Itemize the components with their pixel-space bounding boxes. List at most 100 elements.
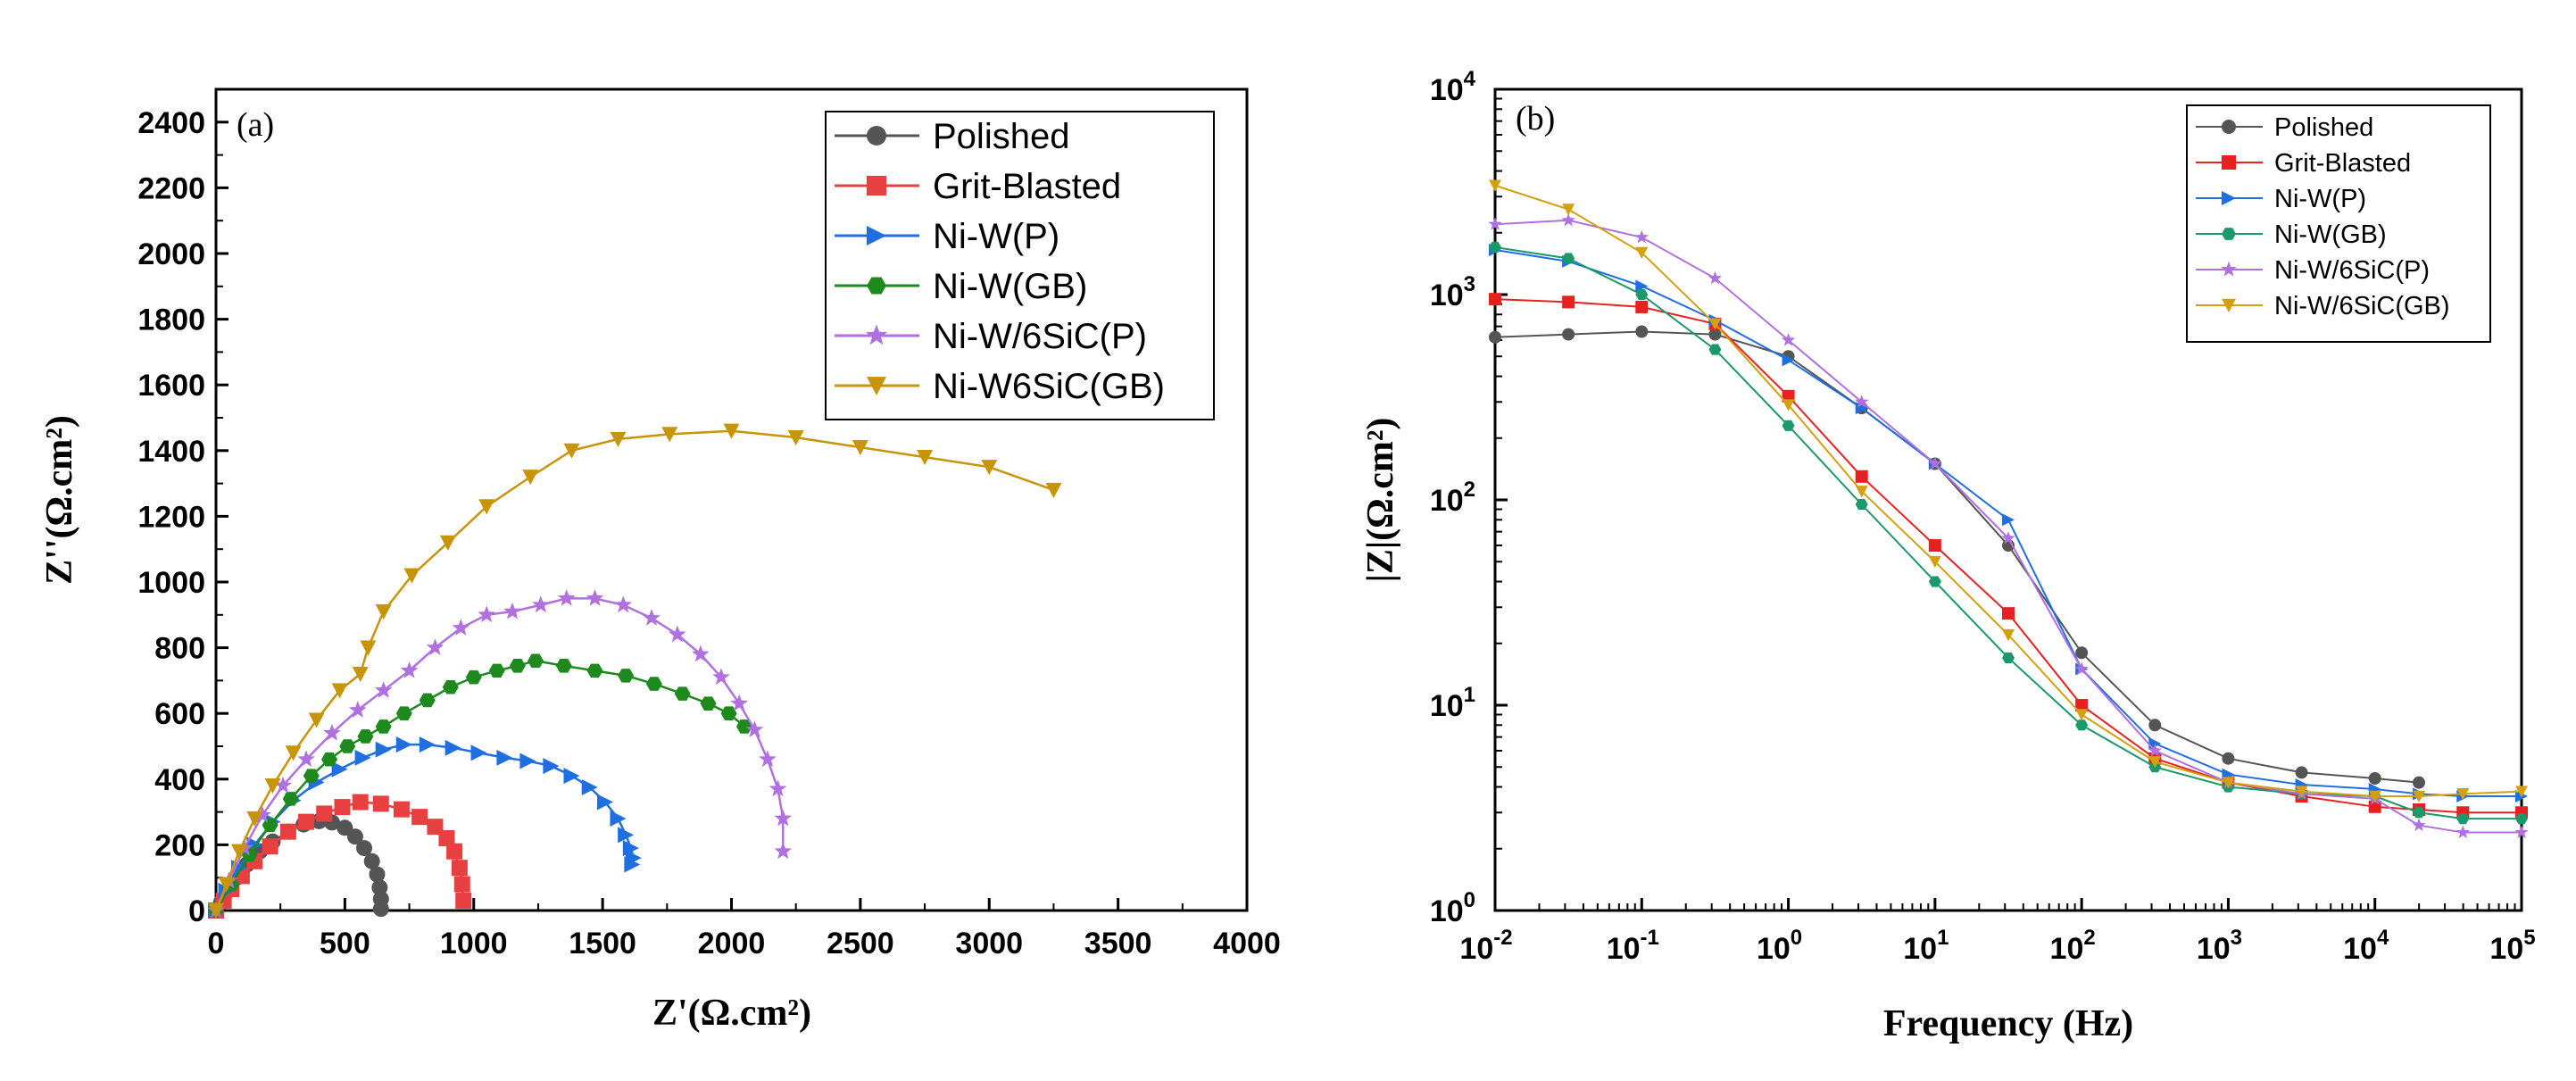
legend-marker: [867, 126, 886, 146]
data-point: [348, 701, 367, 718]
data-point: [917, 450, 934, 466]
y-tick-label: 600: [154, 697, 205, 731]
data-point: [774, 809, 793, 827]
series-line: [1494, 246, 2522, 820]
data-point: [1562, 295, 1575, 309]
legend-label: Grit-Blasted: [933, 167, 1121, 206]
bode-y-axis-label: |Z|(Ω.cm²): [1360, 418, 1401, 583]
x-tick-label: 0: [208, 927, 225, 960]
data-point: [321, 752, 338, 767]
legend-marker: [865, 324, 888, 345]
data-point: [356, 840, 373, 857]
data-point: [759, 750, 777, 768]
legend-entry: Ni-W(GB): [835, 267, 1087, 306]
data-point: [586, 663, 603, 678]
data-point: [614, 595, 633, 613]
legend-entry: Ni-W/6SiC(P): [2196, 256, 2430, 285]
data-point: [597, 794, 614, 811]
series-line: [1494, 219, 2522, 834]
nyquist-legend-box: [825, 111, 1215, 420]
x-tick-label: 2500: [827, 927, 894, 960]
data-point: [735, 719, 752, 734]
data-point: [787, 429, 804, 446]
data-point: [357, 729, 374, 744]
data-point: [395, 706, 412, 720]
data-point: [1782, 353, 1795, 367]
nyquist-legend: Polished Grit-Blasted Ni-W(P) Ni-W(GB) Ni-W/…: [825, 111, 1215, 420]
legend-marker: [2221, 261, 2237, 277]
data-point: [503, 602, 521, 619]
data-point: [375, 719, 392, 734]
series-line: [214, 429, 1054, 911]
nyquist-x-axis-label: Z'(Ω.cm²): [652, 993, 811, 1034]
data-point: [2075, 719, 2089, 731]
data-point: [282, 792, 299, 806]
data-point: [298, 813, 315, 830]
nyquist-y-ticks: 0 200 400 600 800 1000 1200 1400 1600 1800 2000 220…: [137, 106, 229, 928]
bode-y-ticks: 100 101 102 103 104: [1430, 67, 1508, 928]
bode-x-axis-label: Frequency (Hz): [1883, 1003, 2133, 1044]
legend-marker: [867, 377, 886, 395]
x-tick-label: 1000: [440, 927, 508, 960]
data-point: [303, 769, 320, 783]
data-point: [2456, 788, 2470, 801]
data-point: [488, 663, 505, 678]
data-point: [2456, 813, 2470, 825]
data-point: [720, 706, 737, 720]
data-point: [331, 683, 348, 699]
data-point: [1562, 253, 1575, 264]
data-point: [2074, 661, 2089, 676]
x-tick-label: 103: [2197, 926, 2242, 966]
data-point: [563, 768, 580, 785]
y-tick-label: 103: [1430, 272, 1475, 312]
data-point: [400, 661, 419, 678]
data-point: [262, 818, 278, 833]
data-point: [2413, 790, 2425, 803]
y-tick-label: 104: [1430, 67, 1476, 107]
bode-legend: Polished Grit-Blasted Ni-W(P) Ni-W(GB) Ni-W/…: [2186, 104, 2491, 343]
data-point: [262, 838, 278, 855]
data-point: [2222, 777, 2235, 789]
series-line: [1494, 298, 2522, 814]
data-point: [360, 640, 377, 656]
y-tick-label: 400: [154, 763, 205, 797]
legend-entry: Grit-Blasted: [835, 167, 1121, 206]
legend-marker: [867, 226, 886, 245]
bode-x-ticks: 10-2 10-1 100 101 102 103 104 105: [1459, 898, 2536, 966]
data-point: [372, 901, 389, 918]
legend-entry: Ni-W/6SiC(GB): [2196, 292, 2450, 320]
data-point: [1708, 328, 1722, 341]
nyquist-legend-entries: Polished Grit-Blasted Ni-W(P) Ni-W(GB) Ni-W/…: [835, 117, 1165, 406]
y-tick-label: 100: [1430, 888, 1475, 928]
data-point: [308, 712, 325, 728]
x-tick-label: 3000: [955, 927, 1023, 960]
data-point: [334, 799, 351, 816]
data-point: [674, 686, 691, 701]
series-grit-blasted: [1489, 293, 2528, 819]
data-point: [426, 638, 445, 655]
x-tick-label: 10-2: [1459, 926, 1512, 966]
data-point: [2295, 766, 2308, 779]
data-point: [1928, 539, 1941, 553]
data-point: [1489, 330, 1501, 344]
series-line: [214, 597, 785, 911]
legend-entry: Ni-W(GB): [2196, 220, 2387, 249]
data-point: [1489, 293, 1501, 306]
data-point: [372, 795, 389, 812]
data-point: [774, 842, 793, 860]
data-point: [352, 666, 369, 683]
y-tick-label: 101: [1430, 683, 1475, 723]
data-point: [316, 805, 333, 822]
x-tick-label: 101: [1903, 926, 1949, 966]
data-point: [2368, 772, 2381, 786]
data-point: [2148, 719, 2162, 732]
data-point: [470, 744, 487, 761]
legend-label: Ni-W(P): [2274, 185, 2366, 213]
data-point: [218, 877, 235, 893]
data-point: [453, 876, 470, 893]
data-point: [455, 892, 472, 909]
data-point: [1488, 217, 1502, 230]
data-point: [439, 535, 456, 551]
data-point: [522, 470, 539, 486]
